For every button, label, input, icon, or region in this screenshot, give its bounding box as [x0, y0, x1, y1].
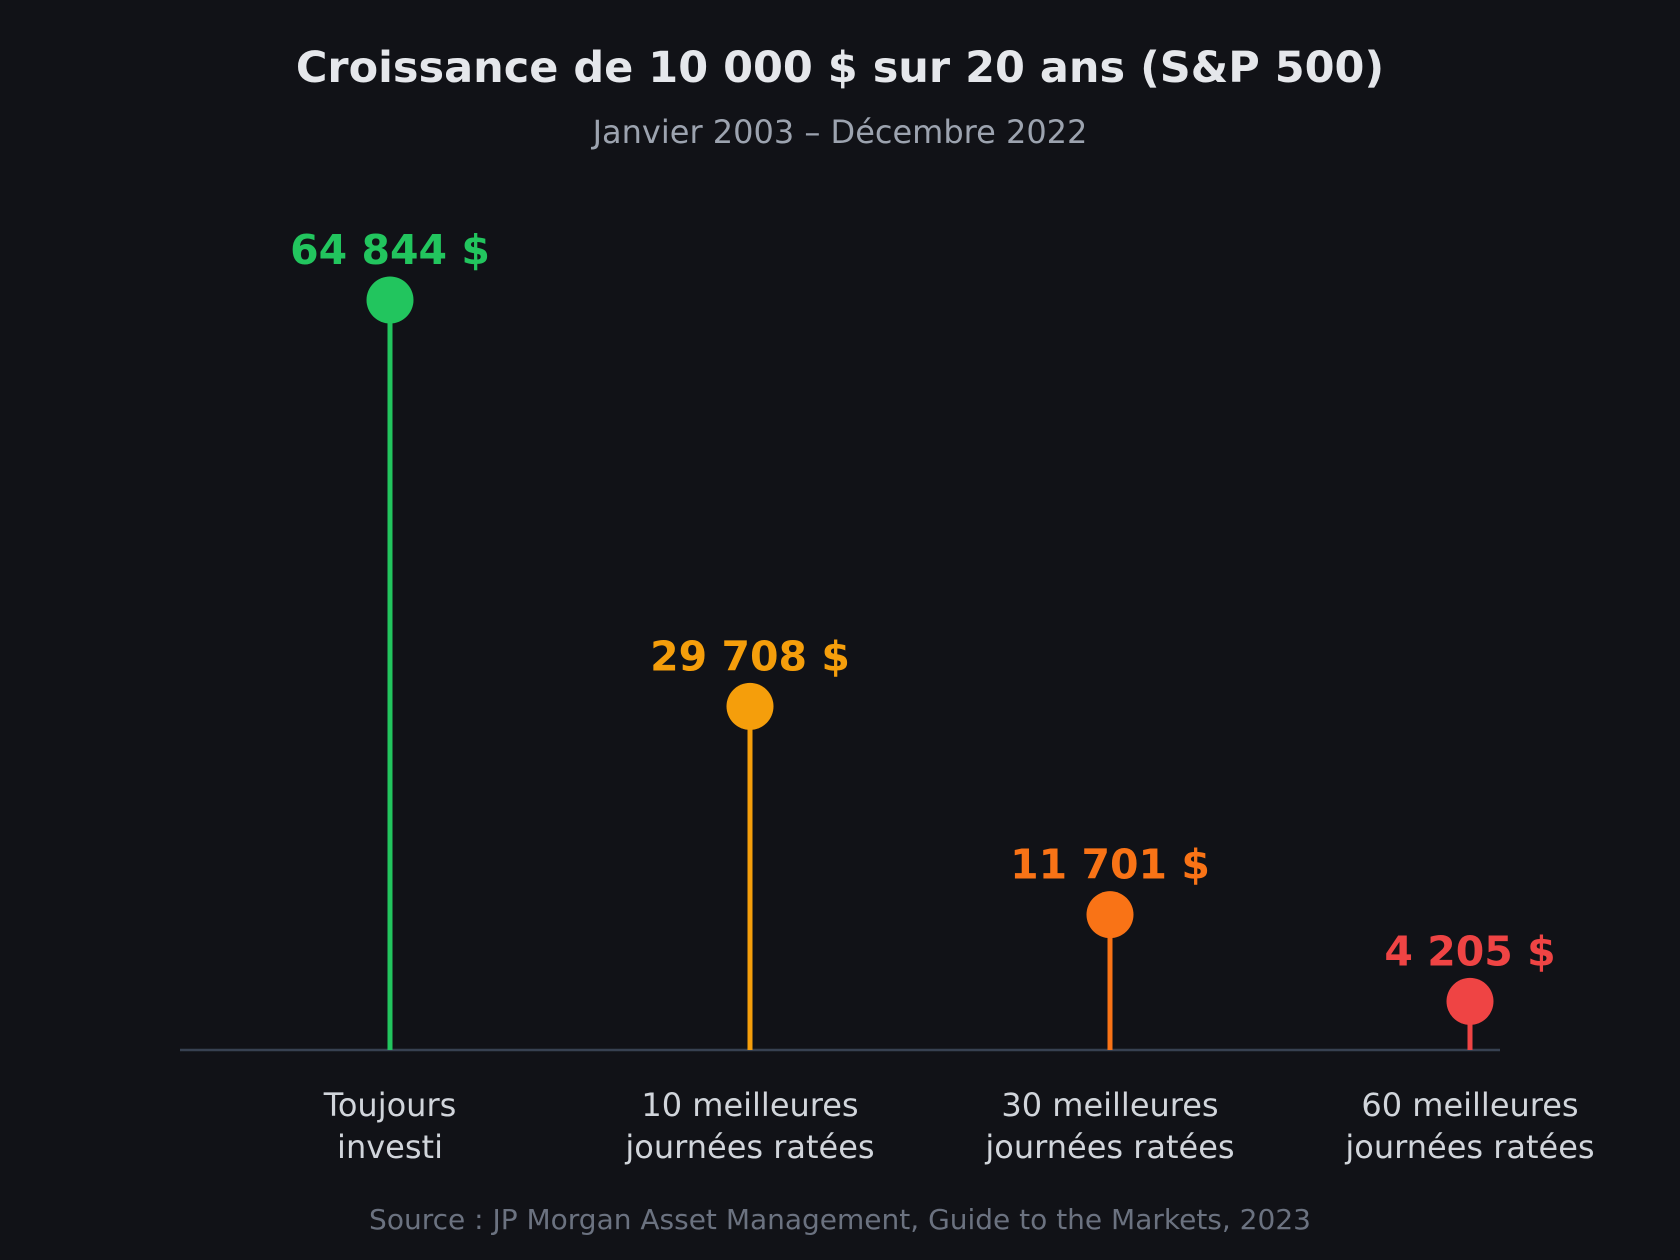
chart-title: Croissance de 10 000 $ sur 20 ans (S&P 5…	[296, 43, 1384, 93]
category-label: journées ratées	[1344, 1128, 1594, 1166]
chart-marks: 64 844 $ Toujours investi 29 708 $ 10 meille…	[180, 226, 1595, 1166]
value-label: 11 701 $	[1010, 841, 1210, 889]
value-label: 64 844 $	[290, 226, 490, 274]
value-label: 4 205 $	[1384, 927, 1555, 975]
category-label: journées ratées	[984, 1128, 1234, 1166]
category-label: journées ratées	[624, 1128, 874, 1166]
category-label: investi	[337, 1128, 443, 1166]
chart-source: Source : JP Morgan Asset Management, Gui…	[369, 1203, 1311, 1236]
lollipop-dot	[726, 682, 774, 730]
lollipop-dot	[366, 276, 414, 324]
category-label: 30 meilleures	[1001, 1086, 1218, 1124]
lollipop-dot	[1086, 891, 1134, 939]
chart-subtitle: Janvier 2003 – Décembre 2022	[591, 113, 1088, 151]
category-label: 10 meilleures	[641, 1086, 858, 1124]
lollipop-dot	[1446, 977, 1494, 1025]
category-label: Toujours	[323, 1086, 457, 1124]
category-label: 60 meilleures	[1361, 1086, 1578, 1124]
value-label: 29 708 $	[650, 632, 850, 680]
